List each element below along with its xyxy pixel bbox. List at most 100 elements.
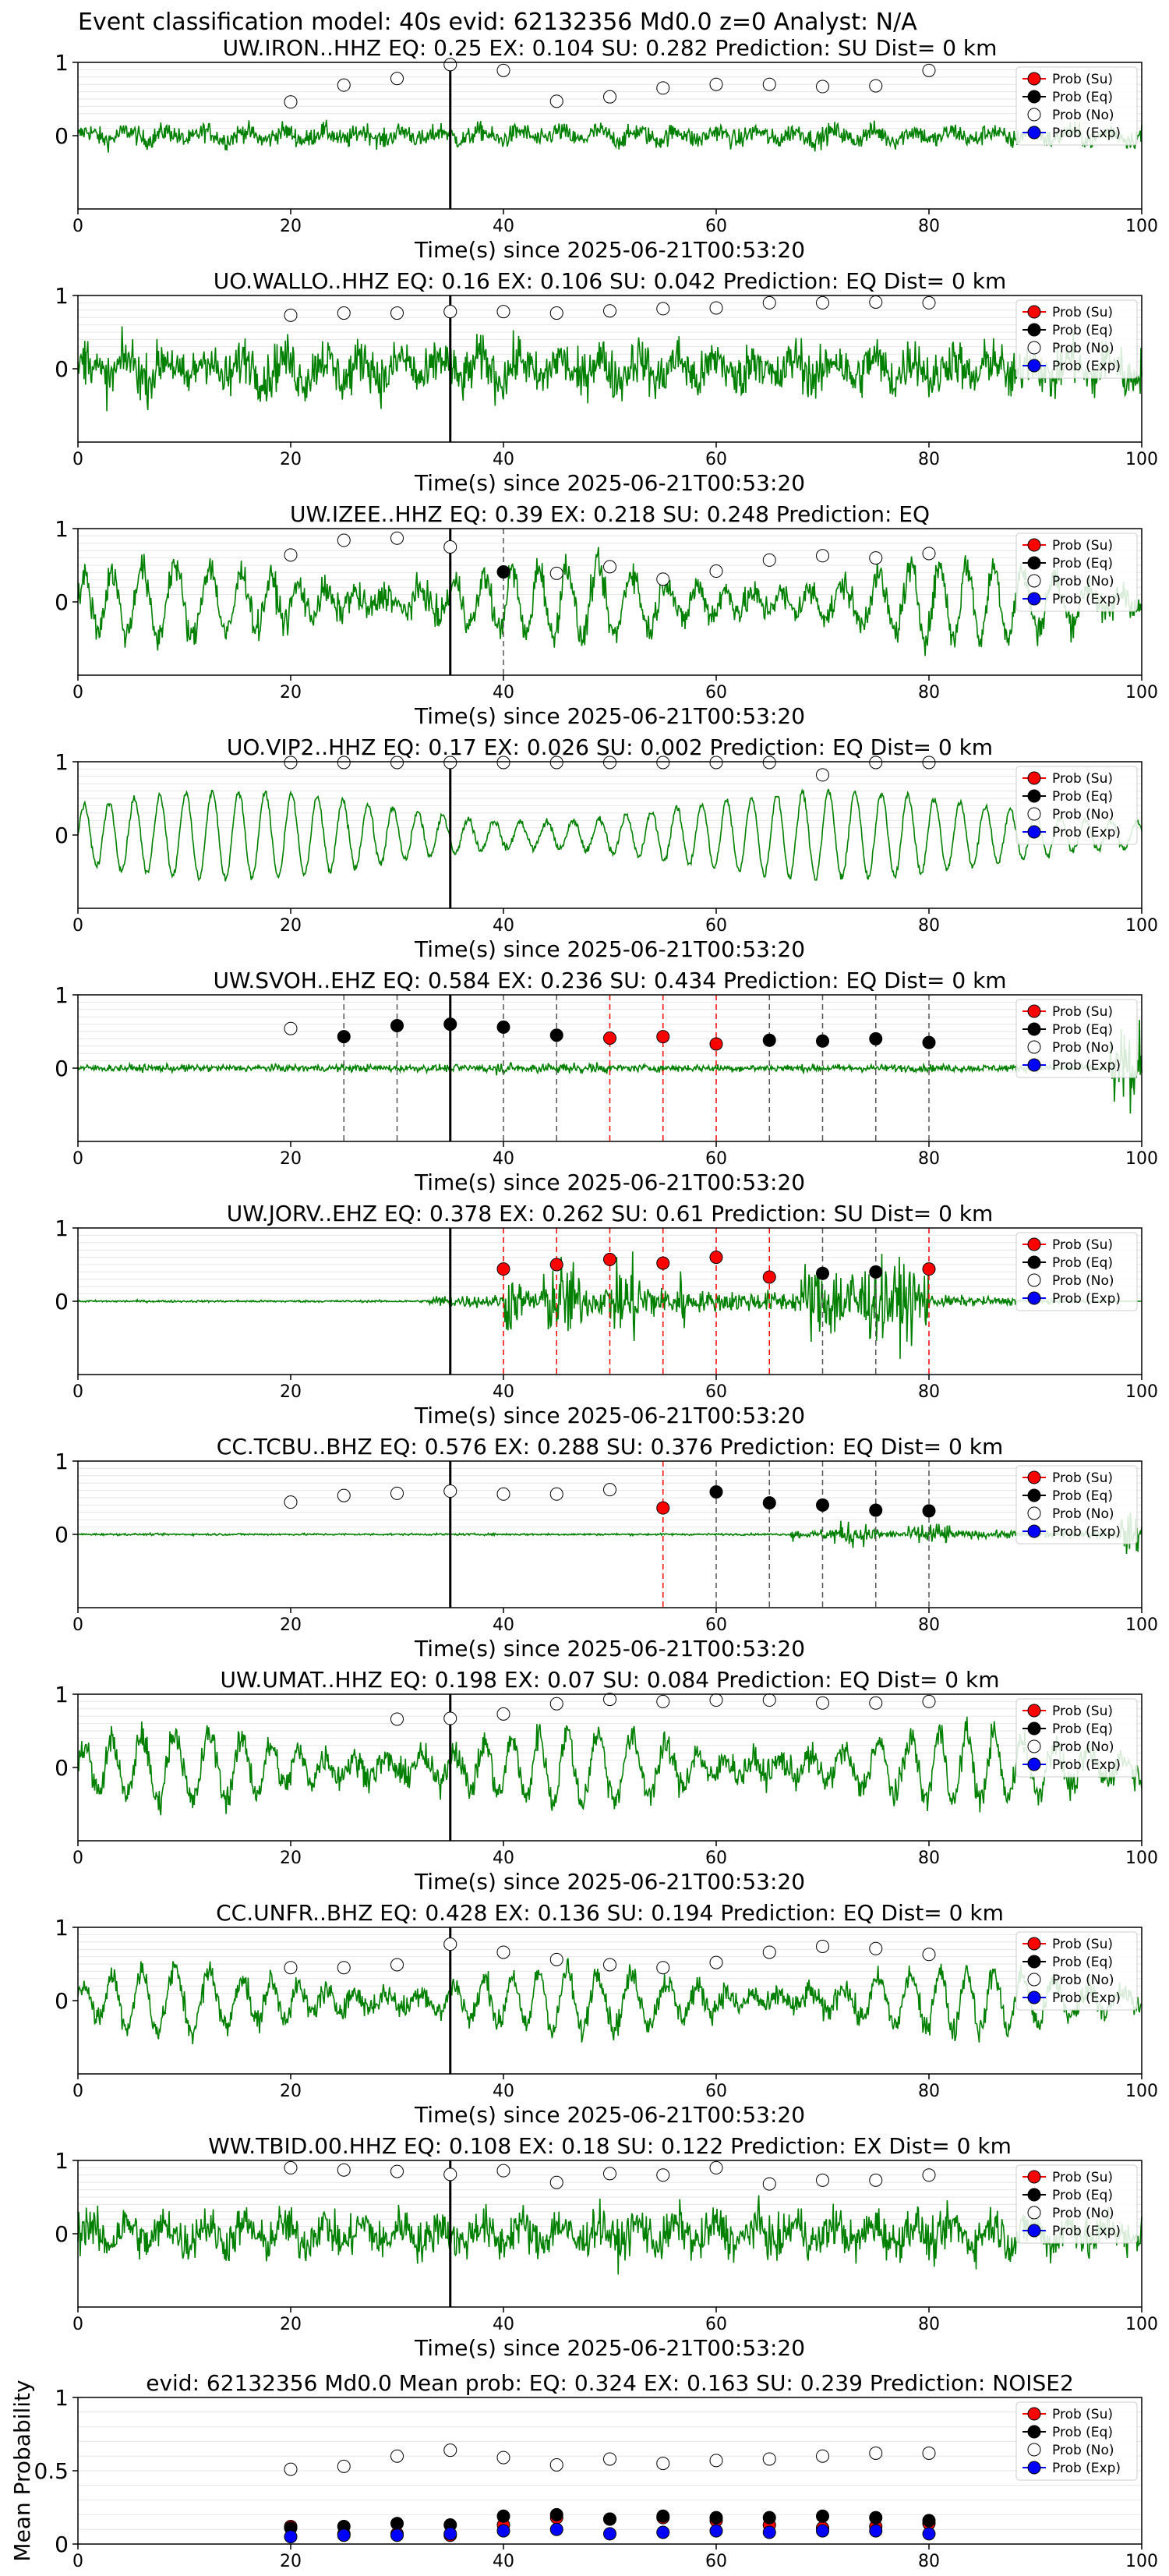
prob-marker-no — [922, 547, 936, 561]
legend-box — [1015, 1465, 1138, 1545]
prob-marker-no — [390, 531, 404, 545]
prob-marker-no — [603, 304, 616, 318]
waveform-trace — [77, 547, 1143, 656]
prob-marker-eq — [709, 1484, 723, 1499]
mean-prob-marker-eq — [922, 2514, 936, 2528]
x-tick-label: 60 — [705, 1849, 727, 1868]
x-tick-label: 80 — [918, 1615, 940, 1635]
prob-marker-no — [496, 63, 510, 77]
x-tick-label: 20 — [280, 916, 302, 936]
x-tick-label: 20 — [280, 1849, 302, 1868]
x-tick-label: 100 — [1125, 1382, 1158, 1402]
y-tick-label: 0 — [55, 1755, 69, 1781]
chart-panel-1: UW.IRON..HHZ EQ: 0.25 EX: 0.104 SU: 0.28… — [55, 35, 1158, 263]
x-tick-label: 0 — [72, 1382, 83, 1402]
prob-marker-no — [337, 755, 351, 770]
x-tick-label: 80 — [918, 1382, 940, 1402]
mean-prob-marker-exp — [816, 2524, 829, 2538]
prob-marker-no — [443, 2167, 457, 2181]
panels: UW.IRON..HHZ EQ: 0.25 EX: 0.104 SU: 0.28… — [9, 35, 1158, 2571]
prob-marker-no — [496, 1487, 510, 1501]
prob-marker-eq — [922, 1504, 936, 1518]
x-tick-label: 40 — [493, 916, 514, 936]
prob-marker-no — [816, 2173, 829, 2187]
prob-marker-no — [816, 1696, 829, 1710]
legend-marker-eq — [1027, 1955, 1041, 1969]
legend-marker-exp — [1027, 1990, 1041, 2005]
chart-panel-5: UW.SVOH..EHZ EQ: 0.584 EX: 0.236 SU: 0.4… — [55, 968, 1158, 1195]
legend-label: Prob (Eq) — [1052, 2425, 1113, 2440]
x-tick-label: 80 — [918, 2082, 940, 2101]
legend-marker-no — [1027, 574, 1041, 588]
y-tick-label: 1 — [55, 2385, 69, 2411]
legend-label: Prob (Su) — [1052, 305, 1113, 320]
prob-marker-no — [656, 755, 670, 770]
prob-marker-no — [656, 1961, 670, 1975]
prob-marker-no — [284, 548, 298, 562]
prob-marker-eq — [869, 1031, 883, 1046]
legend-marker-exp — [1027, 126, 1041, 140]
legend-label: Prob (Eq) — [1052, 1721, 1113, 1737]
mean-prob-marker-eq — [603, 2512, 616, 2526]
legend-marker-su — [1027, 1937, 1041, 1951]
legend-label: Prob (No) — [1052, 1973, 1114, 1988]
mean-prob-marker-exp — [337, 2528, 351, 2542]
y-tick-label: 0 — [55, 1289, 69, 1315]
x-tick-label: 100 — [1125, 1615, 1158, 1635]
legend-label: Prob (Su) — [1052, 1937, 1113, 1952]
legend-marker-no — [1027, 1273, 1041, 1287]
prob-marker-no — [709, 1693, 723, 1707]
x-tick-label: 40 — [493, 1149, 514, 1169]
x-tick-label: 20 — [280, 2082, 302, 2101]
mean-prob-marker-no — [390, 2449, 404, 2463]
x-tick-label: 60 — [705, 1149, 727, 1169]
legend-marker-exp — [1027, 359, 1041, 373]
prob-marker-no — [656, 1694, 670, 1708]
chart-title: UW.IZEE..HHZ EQ: 0.39 EX: 0.218 SU: 0.24… — [290, 501, 930, 527]
chart-panel-3: UW.IZEE..HHZ EQ: 0.39 EX: 0.218 SU: 0.24… — [55, 501, 1158, 729]
prob-marker-no — [390, 1486, 404, 1500]
mean-prob-marker-eq — [390, 2517, 404, 2531]
prob-marker-no — [284, 1021, 298, 1035]
prob-marker-no — [390, 1958, 404, 1972]
legend-label: Prob (Su) — [1052, 1237, 1113, 1253]
legend-label: Prob (Eq) — [1052, 90, 1113, 105]
legend-marker-exp — [1027, 592, 1041, 606]
legend-marker-su — [1027, 1004, 1041, 1018]
prob-marker-no — [762, 1693, 776, 1707]
x-tick-label: 60 — [705, 1615, 727, 1635]
legend-label: Prob (No) — [1052, 2206, 1114, 2221]
x-tick-label: 80 — [918, 450, 940, 469]
legend-marker-no — [1027, 1040, 1041, 1054]
mean-prob-marker-no — [549, 2457, 563, 2472]
prob-marker-no — [390, 755, 404, 770]
prob-marker-no — [390, 2164, 404, 2178]
legend-label: Prob (No) — [1052, 108, 1114, 123]
legend-label: Prob (No) — [1052, 1506, 1114, 1522]
prob-marker-eq — [869, 1503, 883, 1517]
prob-marker-no — [549, 755, 563, 770]
prob-marker-no — [922, 755, 936, 770]
x-tick-label: 20 — [280, 1149, 302, 1169]
x-tick-label: 100 — [1125, 2315, 1158, 2334]
prob-marker-no — [869, 79, 883, 93]
x-tick-label: 0 — [72, 1849, 83, 1868]
mean-prob-marker-eq — [709, 2511, 723, 2525]
chart-panel-10: WW.TBID.00.HHZ EQ: 0.108 EX: 0.18 SU: 0.… — [55, 2133, 1158, 2361]
legend-label: Prob (No) — [1052, 341, 1114, 356]
prob-marker-no — [337, 533, 351, 547]
x-tick-label: 40 — [493, 1382, 514, 1402]
prob-marker-no — [922, 2168, 936, 2182]
legend-label: Prob (No) — [1052, 807, 1114, 823]
prob-marker-no — [603, 1958, 616, 1972]
mean-prob-marker-exp — [656, 2525, 670, 2539]
legend-label: Prob (Exp) — [1052, 2224, 1121, 2239]
y-tick-label: 1 — [55, 749, 69, 775]
legend-label: Prob (Exp) — [1052, 1990, 1121, 2006]
prob-marker-no — [816, 80, 829, 94]
prob-marker-no — [390, 1712, 404, 1726]
prob-marker-su — [549, 1258, 563, 1272]
prob-marker-eq — [816, 1498, 829, 1512]
prob-marker-no — [443, 755, 457, 770]
prob-marker-eq — [496, 1020, 510, 1034]
